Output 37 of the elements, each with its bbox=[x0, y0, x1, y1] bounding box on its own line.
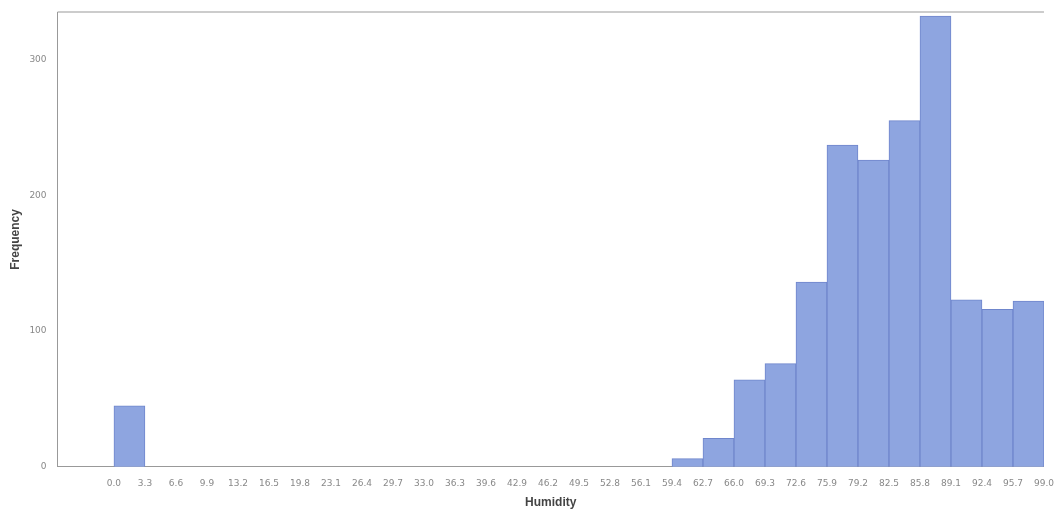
x-tick-label: 29.7 bbox=[382, 477, 403, 488]
y-tick-label: 0 bbox=[40, 461, 47, 472]
x-tick-label: 85.8 bbox=[909, 477, 931, 488]
x-tick-label: 62.7 bbox=[692, 477, 713, 488]
x-tick-label: 13.2 bbox=[227, 477, 248, 488]
x-tick-label: 19.8 bbox=[289, 477, 311, 488]
x-tick-label: 95.7 bbox=[1002, 477, 1023, 488]
x-tick-label: 92.4 bbox=[971, 477, 993, 488]
x-tick-label: 49.5 bbox=[568, 477, 589, 488]
x-tick-label: 99.0 bbox=[1033, 477, 1055, 488]
x-tick-label: 72.6 bbox=[785, 477, 807, 488]
x-tick-label: 46.2 bbox=[537, 477, 558, 488]
x-tick-label: 16.5 bbox=[258, 477, 279, 488]
x-tick-label: 39.6 bbox=[475, 477, 497, 488]
x-tick-label: 6.6 bbox=[168, 477, 184, 488]
y-tick-label: 300 bbox=[29, 53, 47, 64]
x-tick-label: 82.5 bbox=[878, 477, 899, 488]
x-tick-label: 69.3 bbox=[754, 477, 775, 488]
x-axis-title: Humidity bbox=[525, 495, 577, 510]
x-tick-label: 52.8 bbox=[599, 477, 621, 488]
x-tick-label: 36.3 bbox=[444, 477, 465, 488]
x-tick-label: 9.9 bbox=[199, 477, 215, 488]
x-tick-label: 3.3 bbox=[137, 477, 153, 488]
y-tick-label: 200 bbox=[29, 189, 47, 200]
x-tick-label: 0.0 bbox=[106, 477, 122, 488]
x-tick-label: 79.2 bbox=[847, 477, 868, 488]
x-tick-label: 89.1 bbox=[940, 477, 961, 488]
x-tick-label: 56.1 bbox=[630, 477, 651, 488]
x-tick-label: 75.9 bbox=[816, 477, 838, 488]
x-tick-label: 59.4 bbox=[661, 477, 683, 488]
x-tick-label: 33.0 bbox=[413, 477, 435, 488]
x-tick-label: 26.4 bbox=[351, 477, 373, 488]
x-tick-label: 23.1 bbox=[320, 477, 341, 488]
y-axis-title: Frequency bbox=[7, 208, 22, 270]
y-tick-label: 100 bbox=[29, 325, 47, 336]
x-tick-label: 42.9 bbox=[506, 477, 528, 488]
x-tick-label: 66.0 bbox=[723, 477, 745, 488]
